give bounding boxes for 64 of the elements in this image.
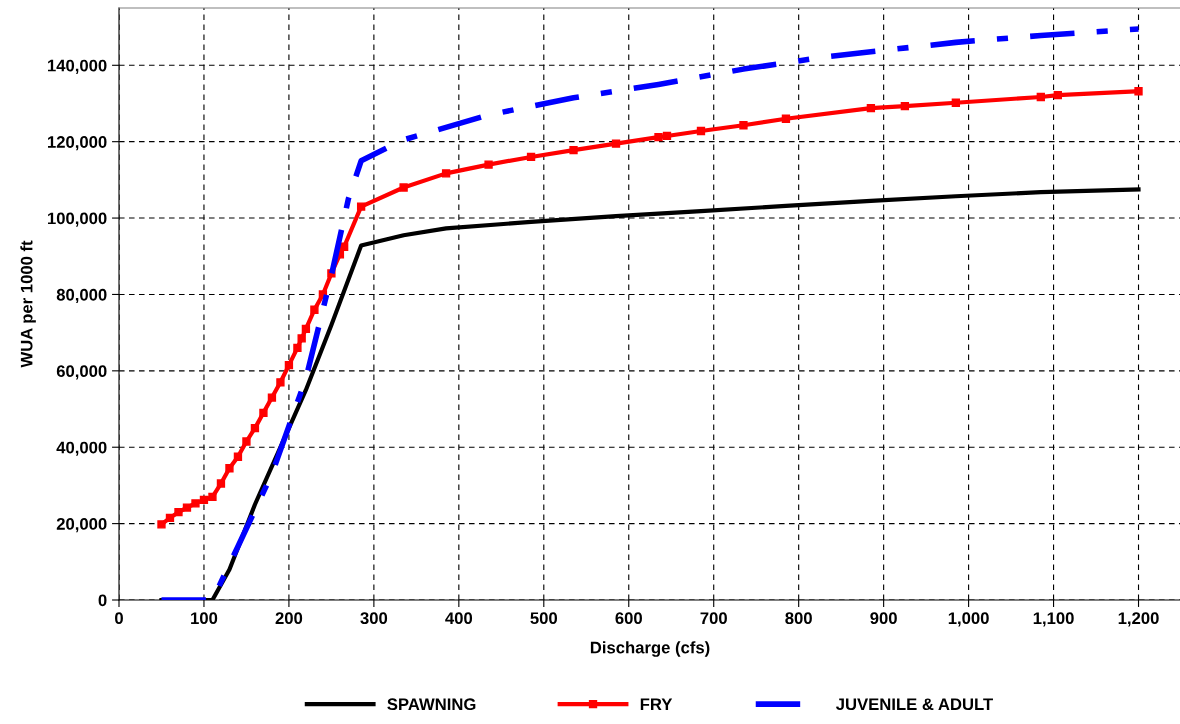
x-tick-label: 800 <box>785 612 812 625</box>
point <box>250 423 260 433</box>
point <box>662 131 672 141</box>
x-tick-label: 1,200 <box>1118 612 1159 627</box>
point <box>242 437 251 446</box>
y-tick-label: 60,000 <box>56 365 107 380</box>
x-tick-label: 1,100 <box>1033 612 1074 627</box>
x-tick-label: 1,000 <box>948 612 989 627</box>
point <box>216 479 226 488</box>
point <box>951 98 961 107</box>
point <box>696 126 706 136</box>
x-tick-label: 500 <box>530 612 558 625</box>
x-tick-label: 600 <box>615 612 642 625</box>
y-axis-title: WUA per 1000 ft <box>20 240 36 368</box>
point <box>284 360 294 370</box>
point <box>297 334 306 343</box>
point <box>569 145 578 155</box>
point <box>866 103 876 113</box>
point <box>900 101 910 111</box>
point <box>739 121 748 130</box>
point <box>484 160 493 169</box>
point <box>1036 92 1045 102</box>
point <box>225 464 234 473</box>
point <box>208 492 217 502</box>
point <box>310 305 319 314</box>
x-tick-label: 0 <box>115 612 123 625</box>
y-tick-label: 140,000 <box>48 59 107 74</box>
point <box>654 132 663 142</box>
y-tick-label: 120,000 <box>48 136 107 151</box>
point <box>182 503 192 512</box>
point <box>1134 87 1143 96</box>
y-tick-label: 80,000 <box>56 288 107 304</box>
point <box>191 499 200 508</box>
legend-label: SPAWNING <box>387 698 476 711</box>
y-tick-label: 40,000 <box>56 441 107 456</box>
legend-label: FRY <box>640 698 673 710</box>
y-tick-label: 0 <box>98 594 107 607</box>
point <box>1053 90 1062 100</box>
y-tick-label: 100,000 <box>48 212 107 227</box>
point <box>526 152 536 162</box>
legend-label: JUVENILE & ADULT <box>835 698 993 711</box>
point <box>441 169 451 178</box>
point <box>293 343 302 353</box>
point <box>356 202 366 211</box>
point <box>301 324 311 333</box>
point <box>399 183 408 192</box>
point <box>259 408 268 418</box>
point <box>276 378 285 387</box>
x-tick-label: 200 <box>275 612 303 625</box>
point <box>199 495 209 505</box>
x-tick-label: 400 <box>445 612 473 625</box>
x-tick-label: 900 <box>870 612 897 625</box>
x-tick-label: 300 <box>360 612 388 625</box>
point <box>267 393 277 402</box>
point <box>165 513 175 523</box>
point <box>611 139 621 148</box>
y-tick-label: 20,000 <box>56 518 107 533</box>
point <box>174 507 183 517</box>
point <box>781 114 791 123</box>
point <box>233 452 243 461</box>
x-tick-label: 700 <box>700 612 727 625</box>
point <box>157 520 166 529</box>
x-axis-title: Discharge (cfs) <box>590 641 710 657</box>
x-tick-label: 100 <box>191 612 218 625</box>
